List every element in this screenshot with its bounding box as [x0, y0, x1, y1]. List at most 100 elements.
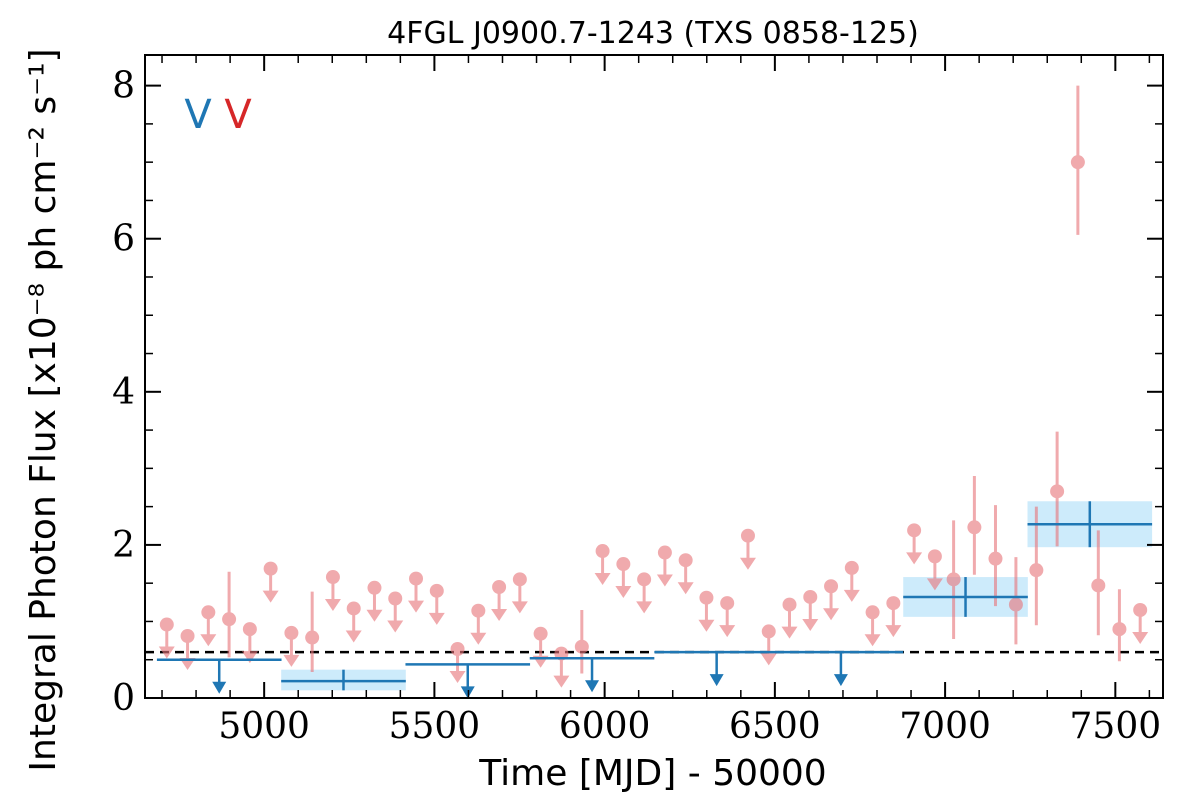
- red-upper-limit-arrow-10: [408, 600, 425, 613]
- y-axis-label: Integral Photon Flux [x10⁻⁸ ph cm⁻² s⁻¹]: [23, 48, 64, 771]
- y-tick-label-2: 4: [112, 372, 135, 413]
- red-upper-limit-arrow-14: [491, 609, 508, 622]
- red-upper-limit-point-22: [678, 553, 693, 568]
- red-upper-limit-arrow-35: [1132, 631, 1149, 644]
- red-upper-limit-31: [864, 605, 881, 647]
- red-upper-limit-point-8: [367, 580, 382, 595]
- red-point-9: [1070, 155, 1085, 170]
- red-upper-limit-point-16: [533, 626, 548, 641]
- red-point-2: [574, 639, 589, 654]
- red-upper-limit-15: [511, 572, 528, 614]
- red-point-5: [988, 551, 1003, 566]
- red-upper-limit-arrow-7: [345, 630, 362, 643]
- red-upper-limit-10: [408, 571, 425, 613]
- x-tick-label-1: 5500: [389, 706, 481, 747]
- red-upper-limit-arrow-18: [594, 573, 611, 586]
- red-upper-limit-point-0: [159, 617, 174, 632]
- red-upper-limit-arrow-11: [428, 612, 445, 625]
- red-upper-limit-point-34: [927, 549, 942, 564]
- red-upper-limit-point-15: [512, 572, 527, 587]
- red-upper-limit-arrow-13: [470, 632, 487, 645]
- red-upper-limit-20: [636, 572, 653, 614]
- red-upper-limit-29: [823, 579, 840, 621]
- red-upper-limit-arrow-31: [864, 634, 881, 647]
- blue-upper-limit-arrow-2: [585, 680, 600, 693]
- red-upper-limit-1: [179, 628, 196, 670]
- red-detection-5: [988, 505, 1003, 607]
- red-upper-limit-point-14: [492, 580, 507, 595]
- red-upper-limit-arrow-23: [698, 619, 715, 632]
- red-upper-limit-3: [241, 622, 258, 664]
- x-tick-label-3: 6500: [729, 706, 821, 747]
- red-upper-limit-point-24: [720, 596, 735, 611]
- red-upper-limit-arrow-2: [200, 634, 217, 647]
- red-upper-limit-point-9: [388, 591, 403, 606]
- red-upper-limit-arrow-34: [926, 578, 943, 591]
- x-tick-label-0: 5000: [218, 706, 310, 747]
- blue-upper-limit-2: [529, 656, 655, 693]
- red-upper-limit-arrow-5: [283, 654, 300, 667]
- red-point-8: [1050, 484, 1065, 499]
- red-point-10: [1091, 578, 1106, 593]
- red-detection-0: [222, 571, 237, 658]
- red-upper-limit-point-1: [180, 628, 195, 643]
- red-upper-limit-2: [200, 605, 217, 647]
- red-upper-limit-arrow-3: [241, 651, 258, 664]
- blue-detection-1: [903, 577, 1028, 617]
- red-upper-limit-point-19: [616, 557, 631, 572]
- red-upper-limit-33: [906, 523, 923, 565]
- red-upper-limit-16: [532, 626, 549, 668]
- x-tick-label-5: 7500: [1070, 706, 1162, 747]
- red-upper-limit-point-3: [242, 622, 257, 637]
- red-point-6: [1008, 597, 1023, 612]
- red-detection-8: [1050, 431, 1065, 547]
- red-detection-2: [574, 609, 589, 674]
- red-upper-limit-23: [698, 590, 715, 632]
- red-upper-limit-35: [1132, 602, 1149, 644]
- red-point-3: [946, 572, 961, 587]
- red-upper-limit-24: [719, 596, 736, 638]
- red-upper-limit-point-27: [782, 597, 797, 612]
- blue-detection-2: [1027, 501, 1153, 548]
- red-upper-limit-30: [843, 560, 860, 602]
- red-upper-limit-arrow-12: [449, 671, 466, 684]
- red-upper-limit-point-11: [429, 583, 444, 598]
- plot-frame: [144, 54, 1164, 699]
- x-tick-label-2: 6000: [559, 706, 651, 747]
- red-upper-limit-14: [491, 580, 508, 622]
- red-detection-4: [967, 476, 982, 575]
- red-upper-limit-5: [283, 625, 300, 667]
- red-upper-limit-arrow-20: [636, 601, 653, 614]
- red-upper-limit-point-32: [886, 596, 901, 611]
- red-upper-limit-arrow-24: [719, 625, 736, 638]
- red-upper-limit-point-31: [865, 605, 880, 620]
- red-upper-limit-34: [926, 549, 943, 591]
- red-upper-limit-arrow-6: [324, 599, 341, 612]
- red-upper-limit-point-5: [284, 625, 299, 640]
- y-tick-label-0: 0: [112, 678, 135, 719]
- red-upper-limit-22: [677, 553, 694, 595]
- red-upper-limit-point-33: [907, 523, 922, 538]
- red-upper-limit-17: [553, 646, 570, 688]
- red-upper-limit-point-29: [824, 579, 839, 594]
- chart-title: 4FGL J0900.7-1243 (TXS 0858-125): [387, 16, 919, 51]
- red-point-4: [967, 520, 982, 535]
- red-upper-limit-point-13: [471, 603, 486, 618]
- red-upper-limit-4: [262, 561, 279, 603]
- red-upper-limit-arrow-8: [366, 609, 383, 622]
- red-upper-limit-26: [760, 624, 777, 666]
- red-upper-limit-19: [615, 557, 632, 599]
- blue-upper-limit-3: [654, 650, 779, 687]
- red-upper-limit-arrow-15: [511, 601, 528, 614]
- red-upper-limit-arrow-29: [823, 608, 840, 621]
- red-upper-limit-point-25: [740, 528, 755, 543]
- y-tick-label-1: 2: [112, 525, 135, 566]
- blue-upper-limit-arrow-4: [833, 674, 848, 687]
- red-detection-10: [1091, 530, 1106, 636]
- red-detection-3: [946, 520, 961, 640]
- red-upper-limit-arrow-26: [760, 653, 777, 666]
- legend-entry-0: V: [184, 92, 212, 138]
- y-tick-label-3: 6: [112, 219, 135, 260]
